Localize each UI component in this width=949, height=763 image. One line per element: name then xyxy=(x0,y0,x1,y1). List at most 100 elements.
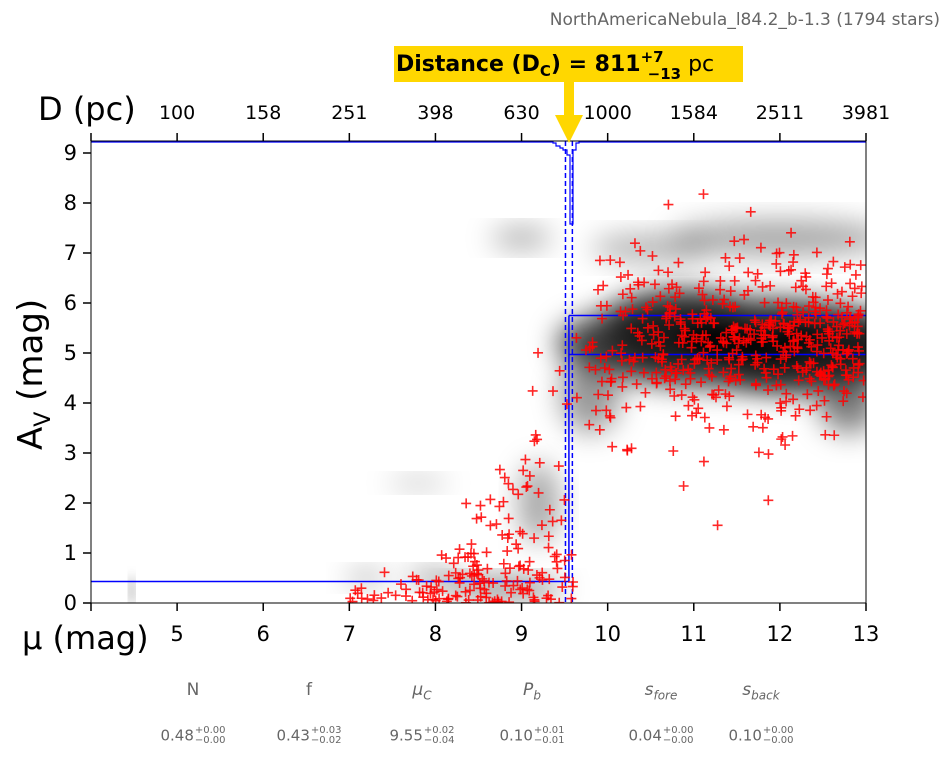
star-point xyxy=(729,236,740,247)
star-point xyxy=(475,500,486,511)
star-point xyxy=(708,318,719,329)
star-point xyxy=(696,377,707,388)
star-point xyxy=(825,343,836,354)
star-point xyxy=(756,409,767,420)
star-point xyxy=(534,457,545,468)
star-point xyxy=(625,283,636,294)
star-point xyxy=(647,251,658,262)
star-point xyxy=(742,409,753,420)
star-point xyxy=(739,289,750,300)
star-point xyxy=(584,362,595,373)
star-point xyxy=(500,568,511,579)
star-point xyxy=(513,489,524,500)
star-point xyxy=(561,399,572,410)
star-point xyxy=(599,363,610,374)
star-point xyxy=(844,236,855,247)
star-point xyxy=(800,316,811,327)
star-point xyxy=(815,303,826,314)
star-point xyxy=(593,389,604,400)
y-tick-label: 6 xyxy=(64,291,77,315)
y-axis-label: AV (mag) xyxy=(11,299,56,450)
star-point xyxy=(723,352,734,363)
star-point xyxy=(800,268,811,279)
x-tick-label: 9 xyxy=(515,622,528,646)
star-point xyxy=(784,329,795,340)
star-point xyxy=(629,352,640,363)
star-point xyxy=(491,519,502,530)
star-point xyxy=(629,238,640,249)
star-point xyxy=(356,593,367,603)
y-tick-label: 5 xyxy=(64,341,77,365)
y-tick-label: 9 xyxy=(64,141,77,165)
star-point xyxy=(856,288,866,299)
star-point xyxy=(805,358,816,369)
star-point xyxy=(621,402,632,413)
star-point xyxy=(835,298,846,309)
star-point xyxy=(471,513,482,524)
star-point xyxy=(466,571,477,582)
star-point xyxy=(845,278,856,289)
star-point xyxy=(527,385,538,396)
star-point xyxy=(502,532,513,543)
star-point xyxy=(742,323,753,334)
star-point xyxy=(507,484,518,495)
star-point xyxy=(356,583,367,594)
star-point xyxy=(647,297,658,308)
star-point xyxy=(533,347,544,358)
star-point xyxy=(671,368,682,379)
star-point xyxy=(639,277,650,288)
star-point xyxy=(466,539,477,550)
x-tick-label: 6 xyxy=(257,622,270,646)
star-point xyxy=(641,302,652,313)
star-point xyxy=(765,280,776,291)
star-point xyxy=(821,311,832,322)
star-point xyxy=(651,377,662,388)
x-axis-label: μ (mag) xyxy=(22,619,149,657)
star-point xyxy=(617,289,628,300)
star-point xyxy=(750,350,761,361)
y-tick-label: 4 xyxy=(64,391,77,415)
star-point xyxy=(750,275,761,286)
star-point xyxy=(705,340,716,351)
star-point xyxy=(551,549,562,560)
star-point xyxy=(845,259,856,270)
star-point xyxy=(635,245,646,256)
star-point xyxy=(849,326,860,337)
star-point xyxy=(828,380,839,391)
star-point xyxy=(720,252,731,263)
density-blob xyxy=(669,220,866,256)
star-point xyxy=(810,309,821,320)
star-point xyxy=(687,392,698,403)
star-point xyxy=(524,577,535,588)
param-name: sback xyxy=(742,680,780,703)
star-point xyxy=(689,394,700,405)
star-point xyxy=(797,367,808,378)
density-blob xyxy=(129,578,134,603)
star-point xyxy=(594,255,605,266)
star-point xyxy=(661,371,672,382)
star-point xyxy=(720,389,731,400)
star-point xyxy=(670,303,681,314)
star-point xyxy=(779,362,790,373)
star-point xyxy=(511,539,522,550)
star-point xyxy=(431,584,442,595)
star-point xyxy=(693,403,704,414)
star-point xyxy=(787,430,798,441)
star-point xyxy=(347,596,358,603)
chart-title: NorthAmericaNebula_l84.2_b-1.3 (1794 sta… xyxy=(550,10,940,30)
star-point xyxy=(704,422,715,433)
star-point xyxy=(597,313,608,324)
star-point xyxy=(587,337,598,348)
star-point xyxy=(590,405,601,416)
star-point xyxy=(532,434,543,445)
star-point xyxy=(664,319,675,330)
star-point xyxy=(665,384,676,395)
star-point xyxy=(498,558,509,569)
star-point xyxy=(763,449,774,460)
star-point xyxy=(775,398,786,409)
star-point xyxy=(529,533,540,544)
star-point xyxy=(517,528,528,539)
star-point xyxy=(775,354,786,365)
star-point xyxy=(529,594,540,603)
